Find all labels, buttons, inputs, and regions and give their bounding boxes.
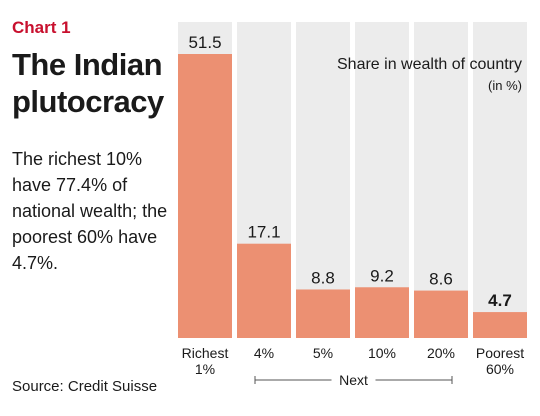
bar-value-label: 8.6 [429, 270, 453, 289]
chart-kicker: Chart 1 [12, 18, 71, 37]
column-background [473, 22, 527, 338]
column-background [296, 22, 350, 338]
bar [414, 290, 468, 338]
bar [473, 312, 527, 338]
bar [237, 243, 291, 338]
bar-value-label: 51.5 [188, 33, 221, 52]
bar [355, 287, 409, 338]
category-label: Richest [182, 345, 229, 361]
category-label: 60% [486, 361, 514, 377]
bar-layer [178, 54, 527, 338]
category-label: Poorest [476, 345, 524, 361]
bar-value-label: 17.1 [247, 223, 280, 242]
bar [178, 54, 232, 338]
bar [296, 289, 350, 338]
column-background [414, 22, 468, 338]
legend-title: Share in wealth of country [337, 56, 522, 73]
chart-headline: The Indian plutocracy [12, 47, 164, 119]
category-label: 5% [313, 345, 333, 361]
bar-value-label: 9.2 [370, 266, 394, 285]
category-label: 20% [427, 345, 455, 361]
source-note: Source: Credit Suisse [12, 378, 158, 395]
category-label: 10% [368, 345, 396, 361]
group-label: Next [339, 372, 368, 388]
category-label: 1% [195, 361, 215, 377]
next-group-indicator: Next [254, 372, 453, 388]
category-label: 4% [254, 345, 274, 361]
bar-value-label: 4.7 [488, 291, 512, 310]
legend-unit: (in %) [488, 78, 522, 93]
bar-value-label: 8.8 [311, 268, 335, 287]
chart-deck: The richest 10% have 77.4% of national w… [12, 149, 168, 273]
column-background [355, 22, 409, 338]
